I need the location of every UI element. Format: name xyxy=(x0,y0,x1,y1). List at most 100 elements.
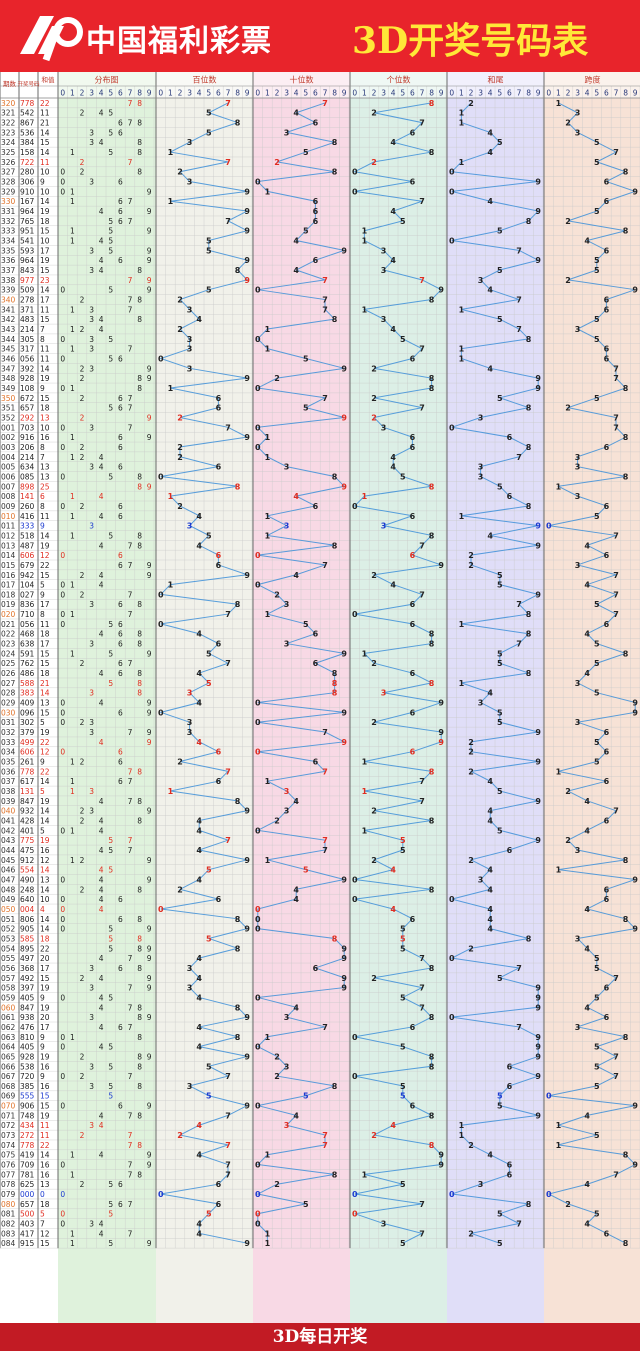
sum_tail-mark: 8 xyxy=(526,217,532,226)
distribution-mark: 3 xyxy=(89,463,94,472)
sum_tail-mark: 4 xyxy=(487,364,493,373)
units-mark: 0 xyxy=(352,1033,358,1042)
span-mark: 5 xyxy=(594,1043,600,1052)
tens-mark: 0 xyxy=(255,335,261,344)
distribution-mark: 9 xyxy=(147,286,152,295)
digit-header: 2 xyxy=(566,89,571,98)
period-cell: 010 xyxy=(1,512,16,521)
hundreds-mark: 7 xyxy=(225,767,231,776)
sum_tail-mark: 4 xyxy=(487,689,493,698)
span-mark: 3 xyxy=(575,109,581,118)
distribution-mark: 0 xyxy=(60,915,65,924)
hundreds-mark: 8 xyxy=(235,915,241,924)
span-mark: 6 xyxy=(604,551,610,560)
number-cell: 916 xyxy=(20,433,35,442)
units-mark: 7 xyxy=(419,954,425,963)
tens-mark: 7 xyxy=(322,394,328,403)
sum-cell: 19 xyxy=(40,797,50,806)
hundreds-mark: 5 xyxy=(206,679,212,688)
period-cell: 024 xyxy=(1,649,16,658)
span-mark: 6 xyxy=(604,777,610,786)
distribution-mark: 1 xyxy=(70,856,75,865)
distribution-mark: 4 xyxy=(99,492,104,501)
tens-mark: 4 xyxy=(293,1003,299,1012)
hundreds-mark: 9 xyxy=(244,856,250,865)
distribution-mark: 2 xyxy=(80,1180,85,1189)
period-cell: 011 xyxy=(1,522,16,531)
tens-mark: 2 xyxy=(274,1052,280,1061)
units-mark: 6 xyxy=(410,512,416,521)
number-cell: 593 xyxy=(20,246,35,255)
distribution-mark: 8 xyxy=(137,384,142,393)
distribution-mark: 1 xyxy=(70,758,75,767)
digit-header: 1 xyxy=(168,89,173,98)
tens-mark: 7 xyxy=(322,1131,328,1140)
sum_tail-mark: 2 xyxy=(468,944,474,953)
hundreds-mark: 2 xyxy=(177,296,183,305)
number-cell: 951 xyxy=(20,227,35,236)
span-mark: 8 xyxy=(623,649,629,658)
distribution-mark: 5 xyxy=(108,286,113,295)
number-cell: 977 xyxy=(20,276,35,285)
distribution-mark: 5 xyxy=(108,246,113,255)
distribution-mark: 2 xyxy=(80,109,85,118)
tens-mark: 1 xyxy=(265,1229,271,1238)
tens-mark: 0 xyxy=(255,581,261,590)
period-cell: 322 xyxy=(1,119,16,128)
period-cell: 339 xyxy=(1,286,16,295)
distribution-mark: 7 xyxy=(128,197,133,206)
digit-header: 0 xyxy=(546,89,551,98)
number-cell: 306 xyxy=(20,178,35,187)
span-mark: 6 xyxy=(604,895,610,904)
sum_tail-mark: 2 xyxy=(468,551,474,560)
digit-header: 8 xyxy=(526,89,531,98)
tens-mark: 3 xyxy=(284,787,290,796)
sum-cell: 22 xyxy=(40,767,50,776)
distribution-mark: 5 xyxy=(108,649,113,658)
distribution-mark: 3 xyxy=(89,640,94,649)
period-cell: 345 xyxy=(1,345,16,354)
tens-mark: 5 xyxy=(303,620,309,629)
distribution-mark: 1 xyxy=(70,187,75,196)
distribution-mark: 6 xyxy=(118,256,123,265)
period-header: 期数 xyxy=(3,79,17,88)
tens-mark: 6 xyxy=(313,758,319,767)
span-mark: 3 xyxy=(575,679,581,688)
sum-cell: 8 xyxy=(40,443,45,452)
distribution-mark: 8 xyxy=(137,630,142,639)
distribution-mark: 2 xyxy=(80,758,85,767)
sum_tail-mark: 8 xyxy=(526,1200,532,1209)
sum-cell: 19 xyxy=(40,374,50,383)
units-trend-line xyxy=(353,102,443,1244)
hundreds-mark: 7 xyxy=(225,158,231,167)
hundreds-mark: 4 xyxy=(196,1121,202,1130)
digit-header: 6 xyxy=(410,89,415,98)
span-mark: 5 xyxy=(594,394,600,403)
distribution-mark: 6 xyxy=(118,630,123,639)
units-mark: 2 xyxy=(371,974,377,983)
distribution-mark: 1 xyxy=(70,826,75,835)
digit-header: 1 xyxy=(362,89,367,98)
sum_tail-mark: 1 xyxy=(459,1131,465,1140)
period-cell: 076 xyxy=(1,1161,16,1170)
digit-header: 5 xyxy=(303,89,308,98)
tens-mark: 6 xyxy=(313,964,319,973)
units-mark: 5 xyxy=(400,472,406,481)
sum-cell: 22 xyxy=(40,738,50,747)
number-cell: 468 xyxy=(20,630,35,639)
hundreds-mark: 4 xyxy=(196,875,202,884)
sum-cell: 19 xyxy=(40,256,50,265)
sum_tail-mark: 4 xyxy=(487,128,493,137)
distribution-mark: 8 xyxy=(137,148,142,157)
span-mark: 4 xyxy=(584,630,590,639)
period-cell: 082 xyxy=(1,1220,16,1229)
distribution-mark: 9 xyxy=(147,875,152,884)
units-mark: 7 xyxy=(419,777,425,786)
units-mark: 9 xyxy=(438,699,444,708)
digit-header: 3 xyxy=(89,89,94,98)
distribution-mark: 4 xyxy=(99,846,104,855)
period-cell: 069 xyxy=(1,1092,16,1101)
sum_tail-mark: 4 xyxy=(487,817,493,826)
sum_tail-mark: 5 xyxy=(497,787,503,796)
units-mark: 3 xyxy=(381,246,387,255)
